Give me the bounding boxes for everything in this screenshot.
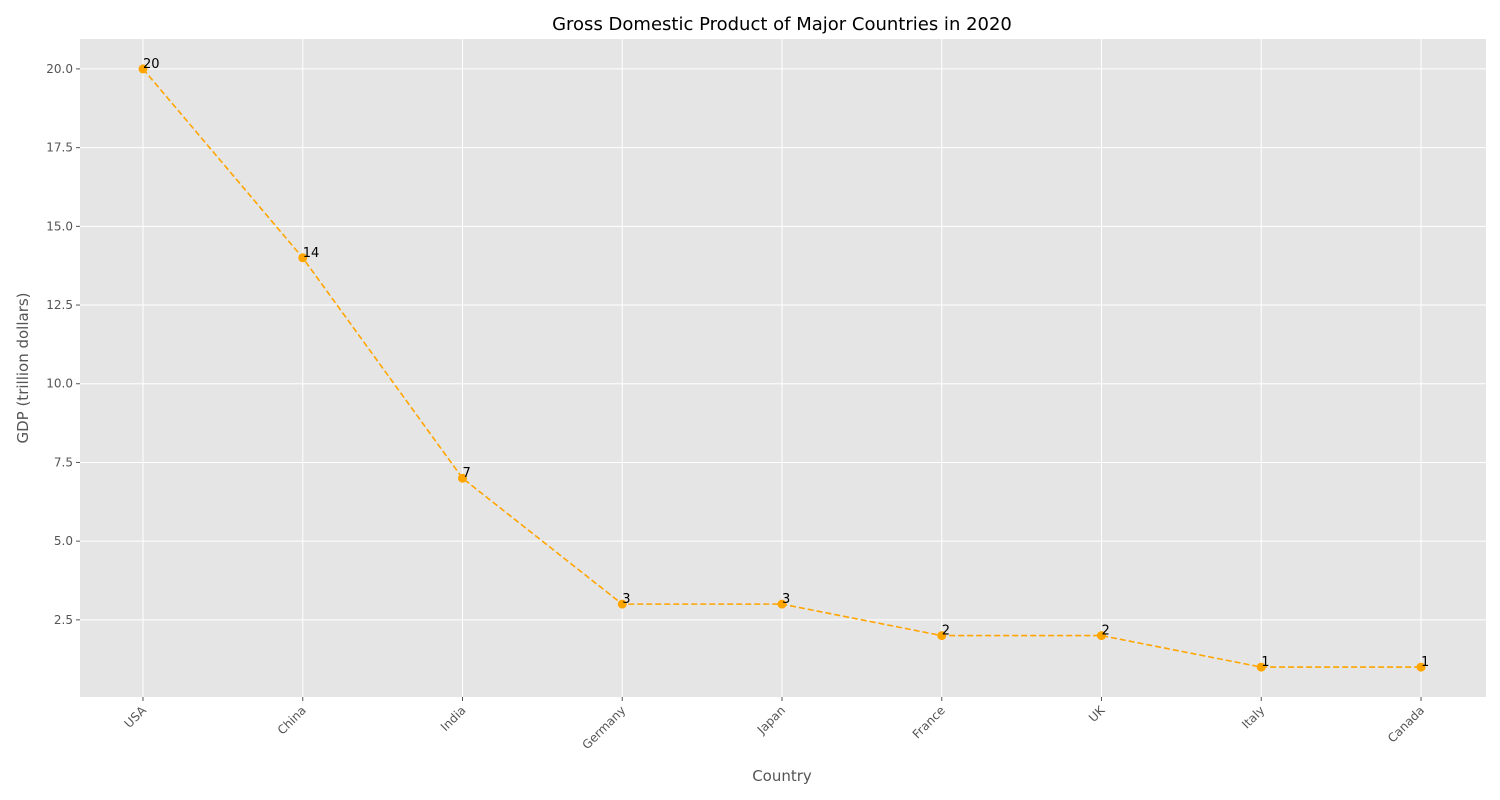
data-point [298, 253, 308, 263]
data-label: 3 [622, 592, 630, 607]
x-tick-label: UK [1086, 702, 1108, 724]
data-label: 1 [1421, 655, 1429, 670]
data-point [617, 599, 627, 609]
data-label: 2 [942, 624, 950, 639]
y-tick-label: 12.5 [46, 298, 73, 312]
data-point [458, 473, 467, 483]
data-label: 2 [1102, 624, 1110, 639]
y-tick-label: 20.0 [46, 62, 73, 76]
chart-title: Gross Domestic Product of Major Countrie… [552, 14, 1012, 35]
x-tick-label: USA [122, 703, 150, 731]
data-point [1256, 662, 1266, 672]
x-tick-label: Italy [1239, 703, 1267, 731]
plot-area: 2.5 5.0 7.5 10.0 12.5 15.0 17.5 20.0 USA China Ind… [46, 39, 1486, 752]
x-tick-label: Germany [579, 703, 628, 752]
x-tick-label: India [438, 703, 469, 734]
data-label: 1 [1261, 655, 1269, 670]
data-point [1097, 631, 1106, 641]
plot-background [80, 39, 1486, 697]
x-tick-label: France [910, 703, 948, 741]
data-point [937, 631, 947, 641]
data-point [1416, 662, 1426, 672]
y-tick-label: 10.0 [46, 377, 73, 391]
x-axis-label: Country [752, 767, 812, 785]
y-tick-label: 5.0 [54, 534, 73, 548]
y-tick-label: 15.0 [46, 219, 73, 233]
data-label: 20 [143, 57, 160, 72]
y-tick-label: 17.5 [46, 141, 73, 155]
y-tick-label: 2.5 [54, 613, 73, 627]
data-point [777, 599, 787, 609]
x-tick-label: China [275, 703, 309, 737]
data-label: 14 [303, 246, 320, 261]
y-axis-label: GDP (trillion dollars) [14, 292, 32, 443]
x-tick-label: Japan [754, 703, 788, 737]
x-tick-label: Canada [1385, 703, 1427, 745]
data-point [138, 64, 148, 74]
data-label: 7 [463, 466, 471, 481]
y-tick-label: 7.5 [54, 455, 73, 469]
data-label: 3 [782, 592, 790, 607]
